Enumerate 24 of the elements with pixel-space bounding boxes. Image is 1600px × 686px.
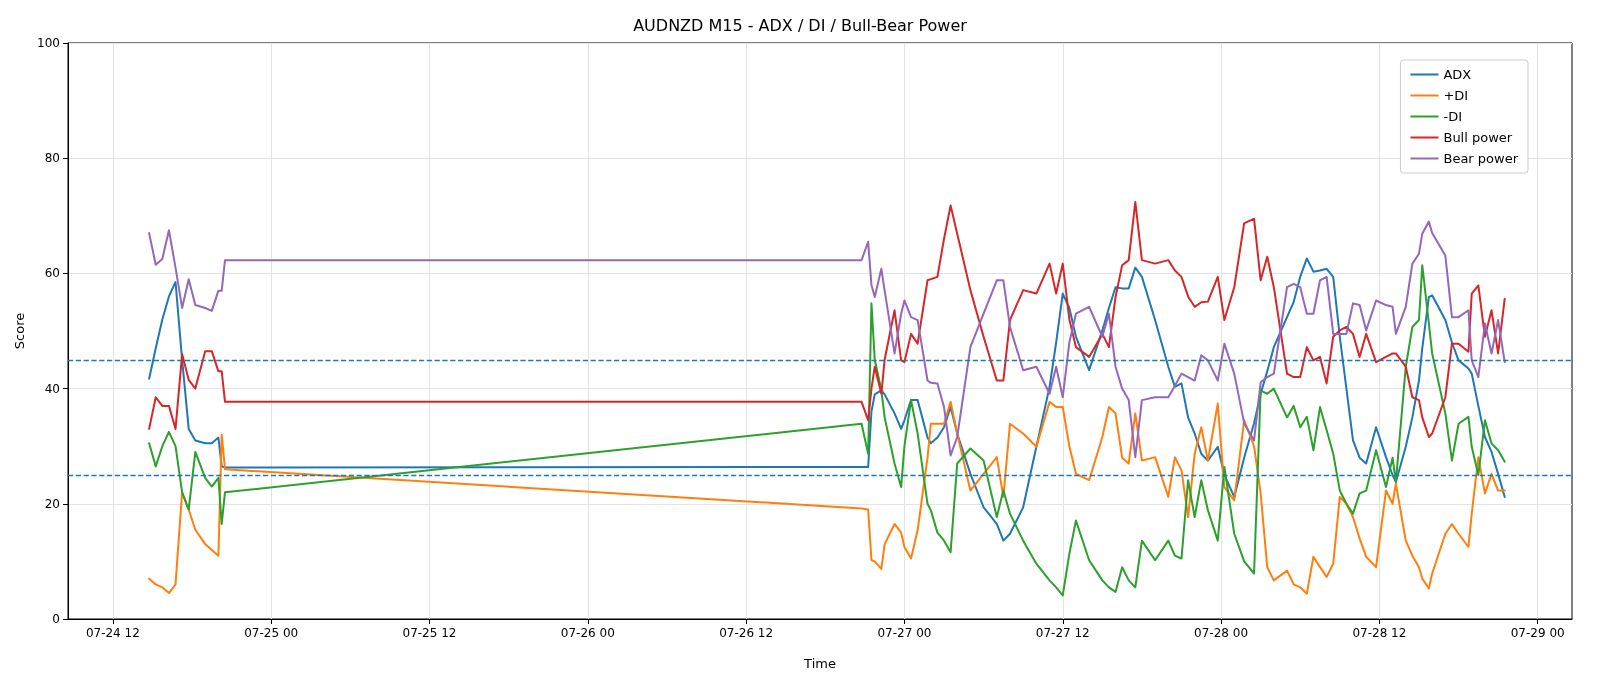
chart-title: AUDNZD M15 - ADX / DI / Bull-Bear Power — [633, 15, 968, 35]
legend-label: -DI — [1443, 109, 1463, 124]
x-tick-label: 07-24 12 — [85, 626, 140, 640]
x-tick-label: 07-26 12 — [719, 626, 774, 640]
legend-label: +DI — [1443, 88, 1469, 103]
x-tick-label: 07-28 00 — [1194, 626, 1249, 640]
y-tick-label: 20 — [44, 496, 60, 511]
x-tick-label: 07-27 00 — [877, 626, 932, 640]
x-tick-label: 07-26 00 — [560, 626, 615, 640]
legend-label: Bull power — [1443, 130, 1513, 145]
x-tick-label: 07-25 12 — [402, 626, 457, 640]
x-tick-label: 07-27 12 — [1035, 626, 1090, 640]
x-axis-title: Time — [803, 656, 836, 671]
legend-label: ADX — [1443, 67, 1472, 82]
legend-label: Bear power — [1443, 151, 1519, 166]
y-tick-label: 100 — [37, 36, 60, 50]
y-tick-label: 80 — [44, 151, 60, 166]
y-axis-title: Score — [12, 312, 27, 350]
y-tick-label: 40 — [44, 381, 60, 396]
x-tick-label: 07-29 00 — [1510, 626, 1565, 640]
x-tick-label: 07-28 12 — [1352, 626, 1407, 640]
x-tick-label: 07-25 00 — [244, 626, 299, 640]
y-tick-label: 0 — [52, 612, 60, 626]
y-tick-label: 60 — [44, 266, 60, 281]
